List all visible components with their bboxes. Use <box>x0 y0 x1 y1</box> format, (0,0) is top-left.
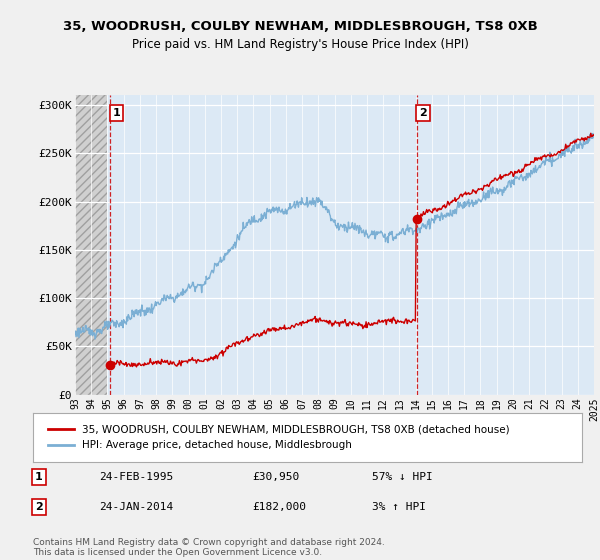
Bar <box>75 95 107 395</box>
Text: £30,950: £30,950 <box>252 472 299 482</box>
Text: 24-FEB-1995: 24-FEB-1995 <box>99 472 173 482</box>
Text: Contains HM Land Registry data © Crown copyright and database right 2024.
This d: Contains HM Land Registry data © Crown c… <box>33 538 385 557</box>
Text: 3% ↑ HPI: 3% ↑ HPI <box>372 502 426 512</box>
Text: 24-JAN-2014: 24-JAN-2014 <box>99 502 173 512</box>
Text: 2: 2 <box>419 108 427 118</box>
Text: 2: 2 <box>35 502 43 512</box>
Legend: 35, WOODRUSH, COULBY NEWHAM, MIDDLESBROUGH, TS8 0XB (detached house), HPI: Avera: 35, WOODRUSH, COULBY NEWHAM, MIDDLESBROU… <box>44 420 514 455</box>
Text: £182,000: £182,000 <box>252 502 306 512</box>
Text: 35, WOODRUSH, COULBY NEWHAM, MIDDLESBROUGH, TS8 0XB: 35, WOODRUSH, COULBY NEWHAM, MIDDLESBROU… <box>62 20 538 32</box>
Text: 1: 1 <box>112 108 120 118</box>
Text: Price paid vs. HM Land Registry's House Price Index (HPI): Price paid vs. HM Land Registry's House … <box>131 38 469 51</box>
Text: 1: 1 <box>35 472 43 482</box>
Text: 57% ↓ HPI: 57% ↓ HPI <box>372 472 433 482</box>
